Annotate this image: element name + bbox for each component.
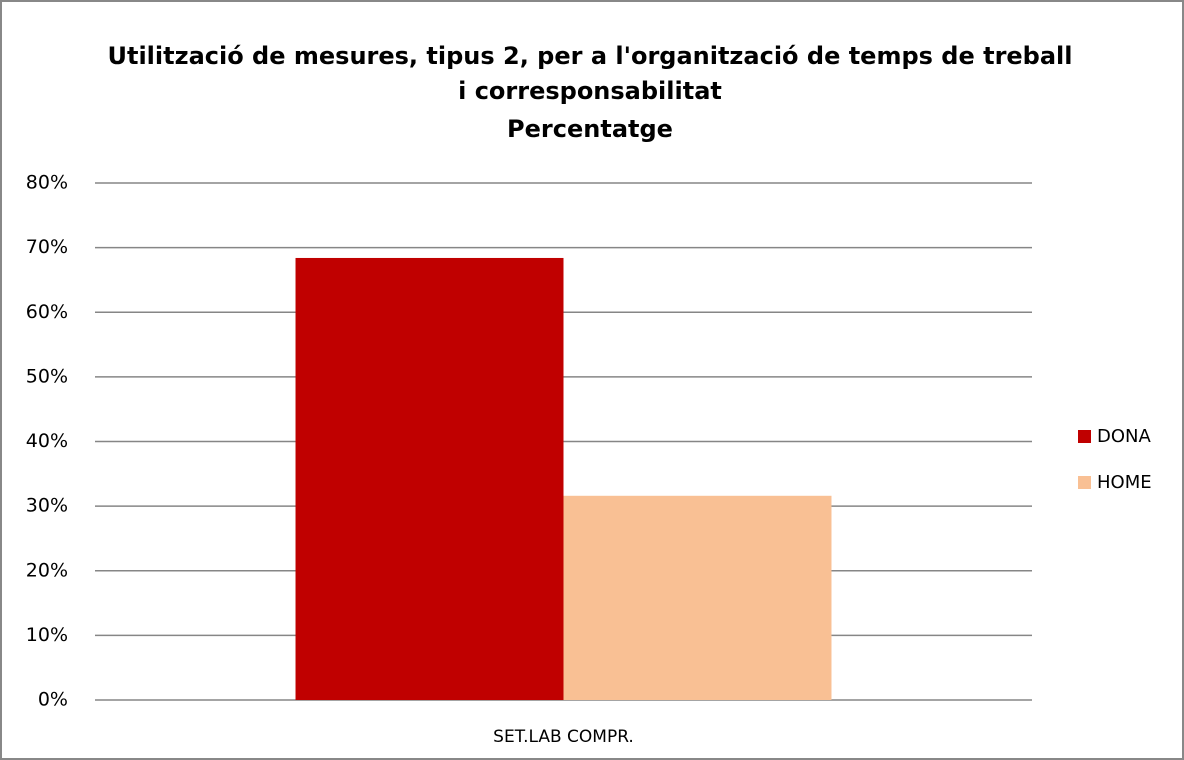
y-tick-label: 70% <box>26 236 68 258</box>
y-tick-label: 0% <box>38 689 68 711</box>
legend-swatch <box>1078 476 1091 489</box>
legend-swatch <box>1078 430 1091 443</box>
chart-title: Utilització de mesures, tipus 2, per a l… <box>107 42 1072 70</box>
chart-title: i corresponsabilitat <box>458 77 722 105</box>
y-tick-label: 30% <box>26 495 68 517</box>
y-tick-label: 50% <box>26 365 68 387</box>
y-tick-label: 20% <box>26 559 68 581</box>
legend-label: DONA <box>1097 426 1151 447</box>
y-tick-label: 40% <box>26 430 68 452</box>
y-tick-label: 60% <box>26 301 68 323</box>
y-tick-label: 80% <box>26 172 68 194</box>
bar <box>563 495 832 700</box>
chart-title: Percentatge <box>507 115 673 143</box>
bar <box>295 257 564 700</box>
legend-label: HOME <box>1097 472 1152 493</box>
x-tick-label: SET.LAB COMPR. <box>493 727 634 747</box>
y-tick-label: 10% <box>26 624 68 646</box>
